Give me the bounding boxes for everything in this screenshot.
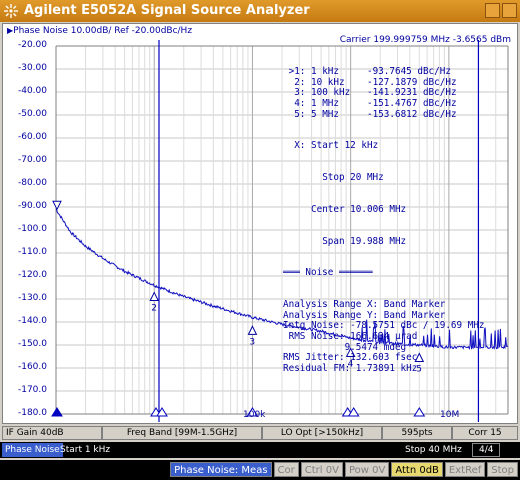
noise-row: RMS Jitter: 132.603 fsec	[283, 352, 418, 364]
noise-header: ═══ Noise ══════	[283, 267, 373, 279]
y-tick-label: -140.0	[17, 316, 47, 326]
lo-opt-status[interactable]: LO Opt [>150kHz]	[262, 426, 382, 440]
softkey-bar: Phase Noise: Meas Cor Ctrl 0V Pow 0V Att…	[0, 460, 520, 480]
marker-1-icon[interactable]	[52, 200, 62, 211]
marker-2-icon[interactable]	[149, 291, 160, 302]
stop-readout: Stop 20 MHz	[322, 172, 384, 184]
axis-marker-icon	[51, 407, 63, 417]
trace-label-text: Phase Noise 10.00dB/ Ref -20.00dBc/Hz	[13, 26, 193, 36]
start-frequency: Start 1 kHz	[60, 445, 111, 455]
extref-button[interactable]: ExtRef	[444, 462, 486, 477]
pow-button[interactable]: Pow 0V	[344, 462, 390, 477]
marker-5-icon[interactable]	[414, 352, 425, 363]
ctrl-button[interactable]: Ctrl 0V	[300, 462, 343, 477]
marker-number-label: 5	[416, 365, 422, 375]
mode-indicator[interactable]: Phase Noise	[2, 443, 63, 457]
noise-row: RMS Noise: 166.634 µrad	[283, 331, 418, 343]
y-tick-label: -90.00	[17, 201, 47, 211]
freq-band-status[interactable]: Freq Band [99M-1.5GHz]	[102, 426, 262, 440]
x-label-100k: 100k	[243, 410, 266, 420]
noise-row: Residual FM: 1.73891 kHz	[283, 362, 418, 374]
marker-number-label: 4	[348, 359, 354, 369]
y-tick-label: -100.0	[17, 224, 47, 234]
phase-noise-meas-button[interactable]: Phase Noise: Meas	[170, 462, 272, 477]
phase-noise-trace	[55, 208, 509, 351]
x-label-10m: 10M	[440, 410, 460, 420]
y-tick-label: -50.00	[17, 109, 47, 119]
y-tick-label: -160.0	[17, 362, 47, 372]
y-tick-label: -30.00	[17, 63, 47, 73]
noise-row: 9.5474 mdeg	[283, 341, 407, 353]
y-tick-label: -60.00	[17, 132, 47, 142]
start-readout: X: Start 12 kHz	[294, 140, 379, 152]
stop-frequency: Stop 40 MHz	[405, 445, 462, 455]
grid	[55, 40, 509, 422]
cor-button[interactable]: Cor	[273, 462, 299, 477]
axis-triangles	[51, 407, 426, 417]
marker-number-label: 2	[151, 304, 157, 314]
attn-button[interactable]: Attn 0dB	[391, 462, 443, 477]
axis-marker-icon	[246, 407, 259, 417]
y-tick-label: -20.00	[17, 40, 47, 50]
title-bar: Agilent E5052A Signal Source Analyzer	[0, 0, 520, 22]
y-tick-label: -150.0	[17, 339, 47, 349]
marker-3-icon[interactable]	[247, 325, 258, 335]
marker-row: 2: 10 kHz -127.1879 dBc/Hz	[283, 76, 457, 88]
if-gain-status[interactable]: IF Gain 40dB	[2, 426, 102, 440]
marker-row: 3: 100 kHz -141.9231 dBc/Hz	[283, 87, 457, 99]
y-tick-label: -130.0	[17, 293, 47, 303]
minimize-button[interactable]	[485, 3, 500, 18]
span-readout: Span 19.988 MHz	[322, 235, 407, 247]
points-status[interactable]: 595pts	[382, 426, 452, 440]
maximize-button[interactable]	[502, 3, 517, 18]
y-tick-label: -120.0	[17, 270, 47, 280]
noise-row: Analysis Range X: Band Marker	[283, 299, 446, 311]
y-tick-label: -170.0	[17, 385, 47, 395]
y-tick-label: -180.0	[17, 408, 47, 418]
axis-marker-icon	[347, 407, 360, 417]
page-indicator[interactable]: 4/4	[472, 443, 501, 457]
marker-row: 5: 5 MHz -153.6812 dBc/Hz	[283, 108, 457, 120]
corr-status[interactable]: Corr 15	[452, 426, 518, 440]
y-tick-label: -70.00	[17, 155, 47, 165]
trace-label: ▶Phase Noise 10.00dB/ Ref -20.00dBc/Hz	[7, 26, 193, 36]
status-bar: IF Gain 40dB Freq Band [99M-1.5GHz] LO O…	[2, 426, 518, 440]
marker-number-label: 3	[249, 337, 255, 347]
window-title: Agilent E5052A Signal Source Analyzer	[24, 3, 310, 18]
marker-group: 2 3 4 5	[52, 200, 425, 375]
plot-graph: 2 3 4 5	[51, 40, 509, 422]
agilent-logo-icon	[4, 4, 18, 18]
marker-row: >1: 1 kHz -93.7645 dBc/Hz	[283, 66, 451, 78]
y-tick-label: -110.0	[17, 247, 47, 257]
marker-table: >1: 1 kHz -93.7645 dBc/Hz 2: 10 kHz -127…	[283, 66, 485, 120]
noise-table: Analysis Range X: Band Marker Analysis Ra…	[283, 300, 485, 374]
marker-info-panel: >1: 1 kHz -93.7645 dBc/Hz 2: 10 kHz -127…	[283, 46, 485, 396]
stop-button[interactable]: Stop	[487, 462, 518, 477]
noise-row: Intg Noise: -78.5751 dBc / 19.69 MHz	[283, 320, 485, 332]
axis-marker-icon	[413, 407, 426, 417]
y-tick-label: -80.00	[17, 178, 47, 188]
sweep-bar: Phase Noise Start 1 kHz Stop 40 MHz 4/4	[0, 442, 520, 458]
center-readout: Center 10.006 MHz	[311, 203, 407, 215]
marker-row: 4: 1 MHz -151.4767 dBc/Hz	[283, 97, 457, 109]
phase-noise-plot: 2 3 4 5 ▶Phase Noise 10.00dB/ Ref -20.00dBc…	[2, 23, 518, 424]
axis-marker-icon	[156, 407, 168, 417]
marker-4-icon[interactable]	[345, 347, 356, 357]
y-tick-label: -40.00	[17, 86, 47, 96]
carrier-readout: Carrier 199.999759 MHz -3.6565 dBm	[339, 35, 511, 45]
noise-row: Analysis Range Y: Band Marker	[283, 309, 446, 321]
